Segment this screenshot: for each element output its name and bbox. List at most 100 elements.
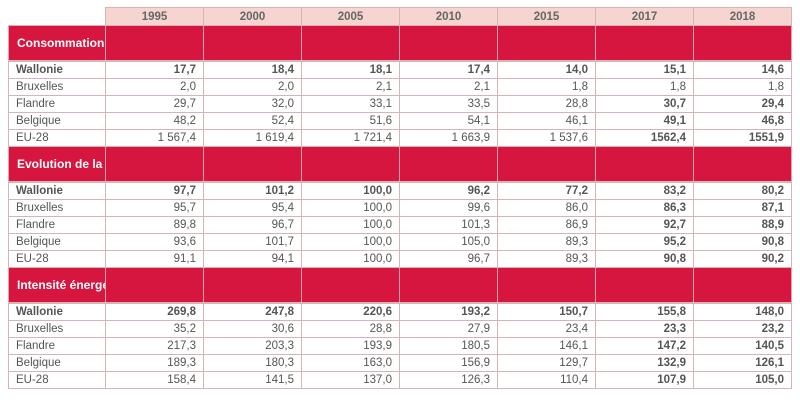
value-cell: 52,4 [203,112,302,130]
value-cell: 150,7 [497,302,596,321]
section-filler-cell [497,146,596,183]
value-cell: 132,9 [595,354,694,372]
value-cell: 95,4 [203,199,302,217]
table-row: Belgique 93,6 101,7 100,0 105,0 89,3 95,2 90,8 [8,233,792,251]
section-title: Consommation d'énergie primaire - en MTe… [8,25,106,62]
value-cell: 2,0 [203,78,302,96]
value-cell: 90,8 [693,233,792,251]
section-header-row: Evolution de la consommation d'énergie p… [8,146,792,183]
value-cell: 105,0 [399,233,498,251]
value-cell: 89,3 [497,233,596,251]
row-label: Bruxelles [8,78,106,96]
value-cell: 247,8 [203,302,302,321]
value-cell: 105,0 [693,371,792,389]
value-cell: 96,2 [399,181,498,200]
value-cell: 29,4 [693,95,792,113]
table-row: EU-28 1 567,4 1 619,4 1 721,4 1 663,9 1 537,6… [8,129,792,147]
value-cell: 217,3 [105,337,204,355]
value-cell: 100,0 [301,216,400,234]
section-filler-cell [203,25,302,62]
section-filler-cell [595,267,694,304]
value-cell: 100,0 [301,199,400,217]
section-filler-cell [595,25,694,62]
value-cell: 1 537,6 [497,129,596,147]
value-cell: 51,6 [301,112,400,130]
value-cell: 99,6 [399,199,498,217]
table-row: Wallonie 17,7 18,4 18,1 17,4 14,0 15,1 14,6 [8,60,792,79]
table-row: Flandre 89,8 96,7 100,0 101,3 86,9 92,7 88,9 [8,216,792,234]
value-cell: 95,2 [595,233,694,251]
value-cell: 1,8 [595,78,694,96]
section-filler-cell [105,25,204,62]
section-filler-cell [399,146,498,183]
table-row: Wallonie 269,8 247,8 220,6 193,2 150,7 155,8 14… [8,302,792,321]
section-filler-cell [497,267,596,304]
value-cell: 140,5 [693,337,792,355]
row-label: EU-28 [8,129,106,147]
value-cell: 100,0 [301,233,400,251]
section-filler-cell [497,25,596,62]
row-label: EU-28 [8,250,106,268]
value-cell: 269,8 [105,302,204,321]
section-filler-cell [301,146,400,183]
year-header: 2018 [693,7,792,26]
value-cell: 86,0 [497,199,596,217]
section-filler-cell [301,267,400,304]
value-cell: 89,3 [497,250,596,268]
value-cell: 88,9 [693,216,792,234]
value-cell: 80,2 [693,181,792,200]
value-cell: 97,7 [105,181,204,200]
value-cell: 30,6 [203,320,302,338]
value-cell: 147,2 [595,337,694,355]
value-cell: 23,2 [693,320,792,338]
value-cell: 1551,9 [693,129,792,147]
row-label: Bruxelles [8,199,106,217]
value-cell: 193,2 [399,302,498,321]
value-cell: 101,7 [203,233,302,251]
value-cell: 28,8 [497,95,596,113]
year-header: 2015 [497,7,596,26]
value-cell: 156,9 [399,354,498,372]
section-filler-cell [105,146,204,183]
value-cell: 126,3 [399,371,498,389]
year-header: 2017 [595,7,694,26]
value-cell: 91,1 [105,250,204,268]
value-cell: 203,3 [203,337,302,355]
value-cell: 180,5 [399,337,498,355]
table-row: Flandre 217,3 203,3 193,9 180,5 146,1 147,2 140… [8,337,792,355]
value-cell: 93,6 [105,233,204,251]
value-cell: 30,7 [595,95,694,113]
value-cell: 155,8 [595,302,694,321]
table-row: EU-28 158,4 141,5 137,0 126,3 110,4 107,9 105,0 [8,371,792,389]
year-header: 2010 [399,7,498,26]
row-label: Wallonie [8,60,106,79]
value-cell: 46,1 [497,112,596,130]
value-cell: 35,2 [105,320,204,338]
value-cell: 126,1 [693,354,792,372]
year-header-row: 1995 2000 2005 2010 2015 2017 2018 [8,7,792,26]
value-cell: 32,0 [203,95,302,113]
section-filler-cell [203,146,302,183]
value-cell: 83,2 [595,181,694,200]
section-filler-cell [693,267,792,304]
table-row: Bruxelles 35,2 30,6 28,8 27,9 23,4 23,3 23,2 [8,320,792,338]
section-filler-cell [105,267,204,304]
value-cell: 18,4 [203,60,302,79]
value-cell: 110,4 [497,371,596,389]
section-header-row: Consommation d'énergie primaire - en MTe… [8,25,792,62]
section-filler-cell [693,146,792,183]
row-label: Wallonie [8,181,106,200]
value-cell: 14,6 [693,60,792,79]
value-cell: 96,7 [203,216,302,234]
table-row: Wallonie 97,7 101,2 100,0 96,2 77,2 83,2 80,2 [8,181,792,200]
value-cell: 28,8 [301,320,400,338]
section-filler-cell [399,267,498,304]
value-cell: 1 619,4 [203,129,302,147]
value-cell: 220,6 [301,302,400,321]
value-cell: 33,5 [399,95,498,113]
value-cell: 129,7 [497,354,596,372]
value-cell: 95,7 [105,199,204,217]
row-label: Flandre [8,216,106,234]
value-cell: 92,7 [595,216,694,234]
value-cell: 2,0 [105,78,204,96]
